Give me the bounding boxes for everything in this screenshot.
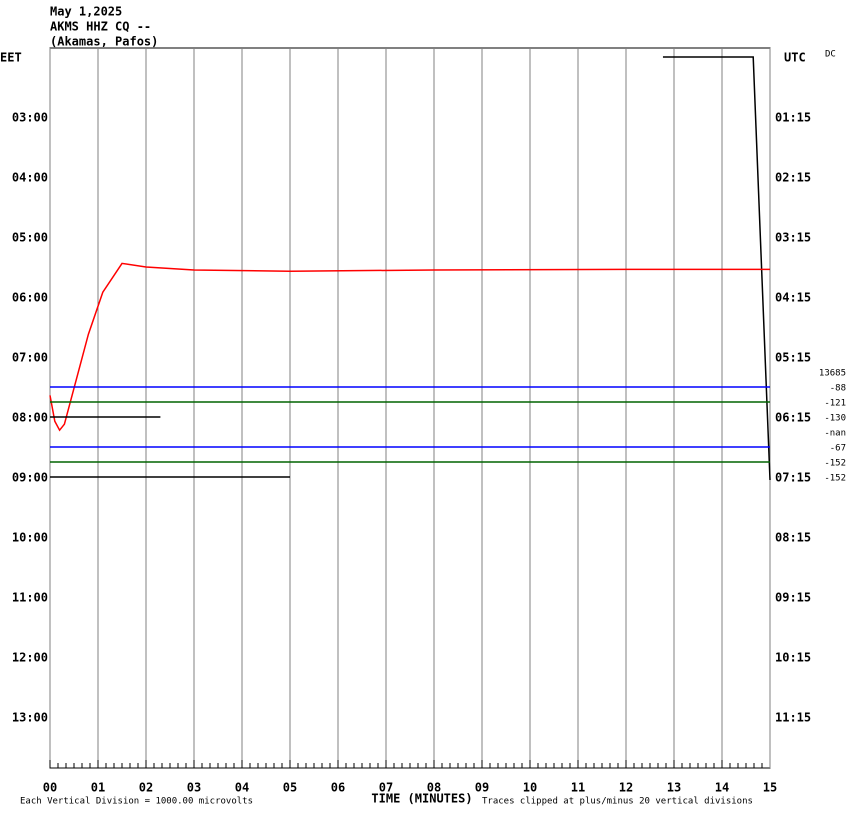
y-tick-label: 05:00 — [12, 231, 48, 245]
y-tick-label: 11:00 — [12, 591, 48, 605]
x-axis-label: TIME (MINUTES) — [371, 792, 472, 806]
y2-tick-label: 01:15 — [775, 111, 811, 125]
x-tick-label: 00 — [43, 781, 57, 795]
plot-frame — [49, 47, 771, 769]
y-tick-label: 10:00 — [12, 531, 48, 545]
y2-tick-label: 05:15 — [775, 351, 811, 365]
side-label: -130 — [824, 414, 846, 424]
footer-left: Each Vertical Division = 1000.00 microvo… — [20, 797, 253, 807]
y-tick-label: 07:00 — [12, 351, 48, 365]
y2-tick-label: 10:15 — [775, 651, 811, 665]
x-tick-label: 07 — [379, 781, 393, 795]
side-label: -152 — [824, 474, 846, 484]
side-label: 13685 — [819, 369, 846, 379]
side-label: -152 — [824, 459, 846, 469]
corner-label: DC — [825, 50, 836, 60]
y2-tick-label: 08:15 — [775, 531, 811, 545]
x-tick-label: 01 — [91, 781, 105, 795]
y2-tick-label: 11:15 — [775, 711, 811, 725]
title-line: May 1,2025 — [50, 5, 122, 19]
left-axis-label: EET — [0, 51, 22, 65]
side-label: -121 — [824, 399, 846, 409]
y-tick-label: 13:00 — [12, 711, 48, 725]
y-tick-label: 12:00 — [12, 651, 48, 665]
right-axis-label: UTC — [784, 51, 806, 65]
x-tick-label: 10 — [523, 781, 537, 795]
x-tick-label: 02 — [139, 781, 153, 795]
x-tick-label: 06 — [331, 781, 345, 795]
trace — [662, 56, 771, 481]
y-tick-label: 04:00 — [12, 171, 48, 185]
side-label: -88 — [830, 384, 846, 394]
side-label: -67 — [830, 444, 846, 454]
y2-tick-label: 07:15 — [775, 471, 811, 485]
x-tick-label: 13 — [667, 781, 681, 795]
x-tick-label: 09 — [475, 781, 489, 795]
x-tick-label: 05 — [283, 781, 297, 795]
y2-tick-label: 09:15 — [775, 591, 811, 605]
x-tick-label: 11 — [571, 781, 585, 795]
footer-right: Traces clipped at plus/minus 20 vertical… — [482, 797, 753, 807]
x-tick-label: 08 — [427, 781, 441, 795]
y-tick-label: 08:00 — [12, 411, 48, 425]
y2-tick-label: 03:15 — [775, 231, 811, 245]
title-line: (Akamas, Pafos) — [50, 35, 158, 49]
x-tick-label: 15 — [763, 781, 777, 795]
x-tick-label: 12 — [619, 781, 633, 795]
y-tick-label: 03:00 — [12, 111, 48, 125]
trace — [49, 262, 770, 432]
x-tick-label: 03 — [187, 781, 201, 795]
y2-tick-label: 06:15 — [775, 411, 811, 425]
y-tick-label: 09:00 — [12, 471, 48, 485]
y2-tick-label: 02:15 — [775, 171, 811, 185]
y2-tick-label: 04:15 — [775, 291, 811, 305]
x-tick-label: 14 — [715, 781, 729, 795]
y-tick-label: 06:00 — [12, 291, 48, 305]
x-tick-label: 04 — [235, 781, 249, 795]
side-label: -nan — [824, 429, 846, 439]
title-line: AKMS HHZ CQ -- — [50, 20, 151, 34]
